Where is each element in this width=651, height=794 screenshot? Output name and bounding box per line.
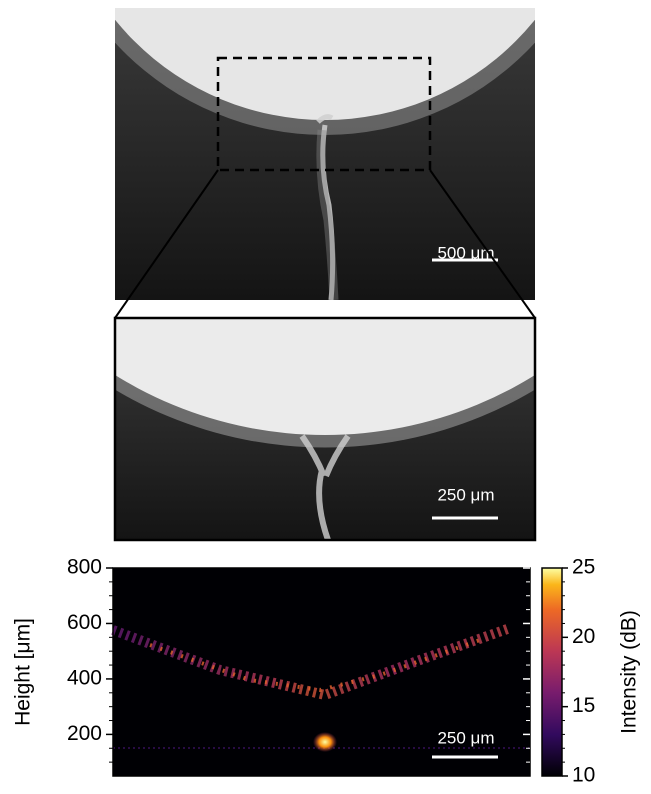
- y-tick-label: 200: [67, 722, 102, 745]
- colorbar-label: Intensity (dB): [618, 610, 641, 734]
- colorbar-tick-label: 25: [572, 556, 595, 579]
- y-tick-label: 800: [67, 556, 102, 579]
- colorbar-tick-label: 10: [572, 764, 595, 787]
- y-tick-label: 400: [67, 666, 102, 689]
- overview-image: [40, 0, 610, 300]
- scale-bar-label: 250 μm: [437, 485, 494, 504]
- scale-bar-label: 250 μm: [437, 728, 494, 747]
- colorbar: [542, 568, 562, 776]
- figure: 500 μm 250 μm 250 μm Height [μm] Intensi…: [0, 0, 651, 789]
- scale-bar-label: 500 μm: [437, 243, 494, 262]
- colorbar-tick-label: 15: [572, 694, 595, 717]
- y-tick-label: 600: [67, 611, 102, 634]
- heatmap: 250 μm: [113, 568, 530, 776]
- y-axis-label: Height [μm]: [12, 618, 35, 726]
- colorbar-tick-label: 20: [572, 625, 595, 648]
